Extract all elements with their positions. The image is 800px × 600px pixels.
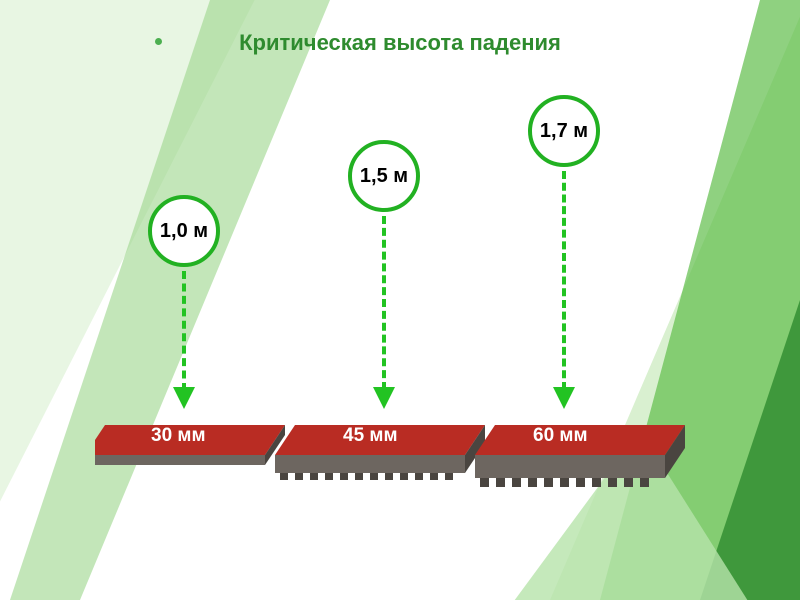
fall-height-diagram: 1,0 м 1,5 м 1,7 м bbox=[95, 85, 695, 505]
thickness-label-3: 60 мм bbox=[533, 425, 588, 447]
height-bubble-1: 1,0 м bbox=[148, 195, 220, 267]
page-title: Критическая высота падения bbox=[239, 30, 561, 56]
arrow-line-3 bbox=[562, 171, 566, 390]
height-label: 1,0 м bbox=[160, 220, 208, 243]
tiles-illustration bbox=[95, 395, 695, 505]
arrow-line-1 bbox=[182, 271, 186, 391]
arrow-line-2 bbox=[382, 216, 386, 390]
height-bubble-2: 1,5 м bbox=[348, 140, 420, 212]
thickness-label-2: 45 мм bbox=[343, 425, 398, 447]
slide: Критическая высота падения 1,0 м 1,5 м 1… bbox=[0, 0, 800, 600]
height-label: 1,5 м bbox=[360, 165, 408, 188]
thickness-label-1: 30 мм bbox=[151, 425, 206, 447]
height-bubble-3: 1,7 м bbox=[528, 95, 600, 167]
height-label: 1,7 м bbox=[540, 120, 588, 143]
title-bullet-icon bbox=[155, 38, 162, 45]
